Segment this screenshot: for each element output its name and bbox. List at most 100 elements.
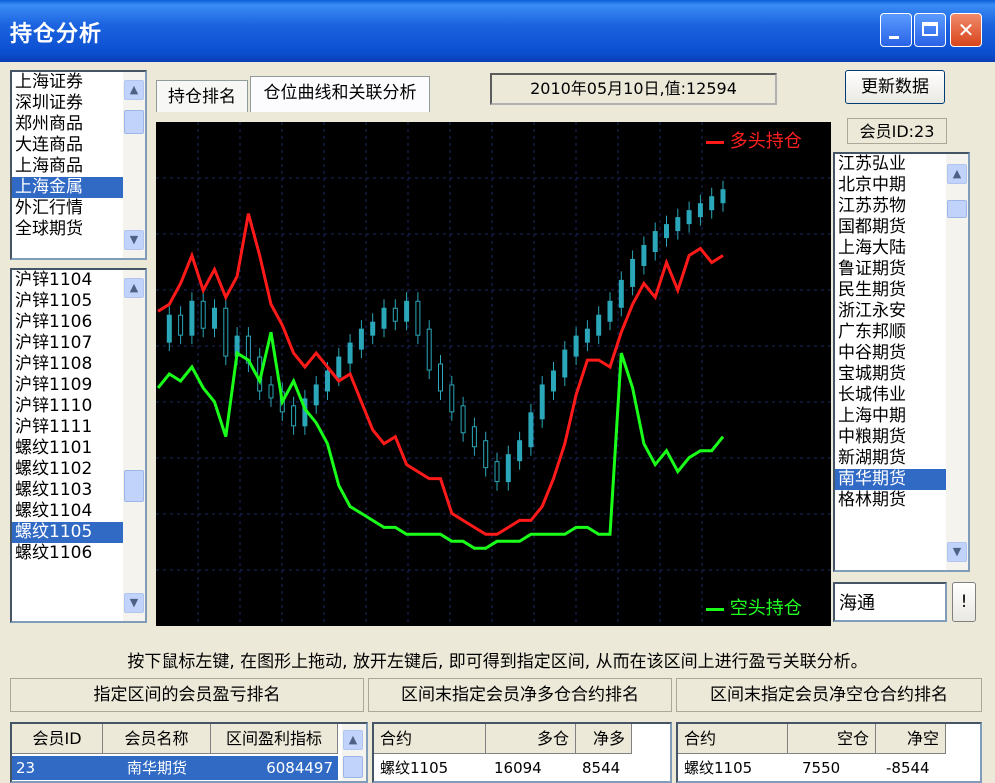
price-candle (517, 440, 523, 462)
member-item[interactable]: 格林期货 (838, 490, 906, 510)
market-item[interactable]: 大连商品 (15, 135, 83, 155)
market-scrollbar[interactable]: ▲ ▼ (123, 72, 145, 258)
member-item[interactable]: 新湖期货 (838, 448, 906, 468)
column-header[interactable]: 会员ID (12, 724, 103, 754)
contract-item[interactable]: 沪锌1111 (15, 417, 93, 437)
column-header[interactable]: 区间盈利指标 (211, 724, 338, 754)
member-item[interactable]: 江苏苏物 (838, 196, 906, 216)
market-item[interactable]: 全球期货 (15, 219, 83, 239)
price-candle (686, 210, 692, 225)
contract-item[interactable]: 沪锌1110 (15, 396, 93, 416)
member-scrollbar[interactable]: ▲ ▼ (946, 154, 968, 570)
table-row[interactable] (12, 756, 338, 780)
contract-item[interactable]: 螺纹1104 (15, 501, 93, 521)
market-item[interactable]: 郑州商品 (15, 114, 83, 134)
contract-list[interactable]: 沪锌1104 沪锌1105 沪锌1106 沪锌1107 沪锌1108 沪锌1109 沪锌11… (10, 268, 147, 623)
price-candle (166, 314, 172, 343)
position-chart[interactable]: 多头持仓 空头持仓 (156, 122, 831, 626)
refresh-data-button[interactable]: 更新数据 (845, 70, 945, 104)
scroll-down-icon[interactable]: ▼ (124, 593, 144, 613)
market-item[interactable]: 上海金属 (12, 177, 123, 198)
scroll-thumb[interactable] (343, 756, 363, 778)
column-header[interactable]: 会员名称 (103, 724, 211, 754)
price-candle (336, 356, 342, 378)
market-item[interactable]: 深圳证券 (15, 93, 83, 113)
column-header[interactable]: 多仓 (486, 724, 576, 754)
scroll-up-icon[interactable]: ▲ (124, 278, 144, 298)
profit-ranking-table[interactable]: 会员ID 会员名称 区间盈利指标 23 南华期货 6084497 ▲ (10, 722, 368, 783)
market-item[interactable]: 上海商品 (15, 156, 83, 176)
contract-item[interactable]: 螺纹1106 (15, 543, 93, 563)
contract-item[interactable]: 沪锌1104 (15, 270, 93, 290)
tab-ranking[interactable]: 持仓排名 (156, 80, 248, 112)
contract-item[interactable]: 螺纹1101 (15, 438, 93, 458)
market-item[interactable]: 上海证券 (15, 72, 83, 92)
table-cell: 23 (16, 759, 36, 777)
scroll-thumb[interactable] (124, 470, 144, 502)
member-items: 江苏弘业 北京中期 江苏苏物 国都期货 上海大陆 鲁证期货 民生期货 浙江永安 广东邦顺 中谷期货… (835, 154, 946, 511)
long-position-line (157, 213, 724, 536)
scroll-thumb[interactable] (947, 200, 967, 218)
price-candle (223, 307, 229, 357)
contract-item[interactable]: 沪锌1109 (15, 375, 93, 395)
contract-item[interactable]: 螺纹1102 (15, 459, 93, 479)
legend-long: 多头持仓 (706, 127, 802, 153)
net-short-table[interactable]: 合约 空仓 净空 螺纹1105 7550 -8544 (676, 722, 982, 783)
member-item[interactable]: 上海中期 (838, 406, 906, 426)
search-go-button[interactable]: ! (952, 582, 976, 622)
member-item[interactable]: 浙江永安 (838, 301, 906, 321)
member-search-input[interactable] (833, 582, 947, 622)
member-item[interactable]: 北京中期 (838, 175, 906, 195)
scroll-up-icon[interactable]: ▲ (124, 80, 144, 100)
member-item[interactable]: 鲁证期货 (838, 259, 906, 279)
member-item[interactable]: 民生期货 (838, 280, 906, 300)
maximize-icon (922, 22, 938, 36)
table-cell: -8544 (886, 759, 930, 777)
contract-item[interactable]: 沪锌1106 (15, 312, 93, 332)
scroll-thumb[interactable] (124, 110, 144, 134)
market-list[interactable]: 上海证券 深圳证券 郑州商品 大连商品 上海商品 上海金属 外汇行情 全球期货 ▲ ▼ (10, 70, 147, 260)
contract-item[interactable]: 沪锌1107 (15, 333, 93, 353)
contract-item[interactable]: 螺纹1103 (15, 480, 93, 500)
tab-curve-analysis[interactable]: 仓位曲线和关联分析 (250, 76, 430, 112)
price-candle (562, 349, 568, 378)
scroll-down-icon[interactable]: ▼ (124, 230, 144, 250)
legend-long-swatch (706, 140, 724, 144)
section-mid-header: 区间末指定会员净多仓合约排名 (368, 678, 672, 712)
price-candle (212, 307, 217, 329)
column-header[interactable]: 合约 (678, 724, 788, 754)
price-candle (528, 412, 534, 448)
member-item[interactable]: 中粮期货 (838, 427, 906, 447)
close-button[interactable]: ✕ (950, 13, 982, 47)
member-item[interactable]: 中谷期货 (838, 343, 906, 363)
net-long-table[interactable]: 合约 多仓 净多 螺纹1105 16094 8544 (372, 722, 672, 783)
contract-item[interactable]: 螺纹1105 (12, 522, 123, 543)
scroll-up-icon[interactable]: ▲ (343, 730, 363, 750)
scroll-up-icon[interactable]: ▲ (947, 164, 967, 184)
member-list[interactable]: 江苏弘业 北京中期 江苏苏物 国都期货 上海大陆 鲁证期货 民生期货 浙江永安 广东邦顺 中谷期货… (833, 152, 970, 572)
column-header[interactable]: 合约 (374, 724, 486, 754)
member-item[interactable]: 上海大陆 (838, 238, 906, 258)
column-header[interactable]: 空仓 (788, 724, 876, 754)
table-cell: 16094 (494, 759, 542, 777)
member-item[interactable]: 南华期货 (835, 469, 946, 490)
member-item[interactable]: 广东邦顺 (838, 322, 906, 342)
legend-short: 空头持仓 (706, 594, 802, 620)
member-item[interactable]: 长城伟业 (838, 385, 906, 405)
maximize-button[interactable] (914, 13, 946, 47)
contract-item[interactable]: 沪锌1108 (15, 354, 93, 374)
member-item[interactable]: 江苏弘业 (838, 154, 906, 174)
market-item[interactable]: 外汇行情 (15, 198, 83, 218)
member-item[interactable]: 国都期货 (838, 217, 906, 237)
table-cell: 8544 (582, 759, 621, 777)
minimize-button[interactable] (880, 13, 912, 47)
contract-item[interactable]: 沪锌1105 (15, 291, 93, 311)
price-candle (381, 307, 387, 329)
column-header[interactable]: 净多 (576, 724, 632, 754)
scroll-down-icon[interactable]: ▼ (947, 542, 967, 562)
chart-canvas[interactable] (156, 122, 831, 626)
contract-scrollbar[interactable]: ▲ ▼ (123, 270, 145, 621)
column-header[interactable]: 净空 (876, 724, 946, 754)
member-item[interactable]: 宝城期货 (838, 364, 906, 384)
table-scrollbar[interactable]: ▲ (342, 724, 366, 781)
